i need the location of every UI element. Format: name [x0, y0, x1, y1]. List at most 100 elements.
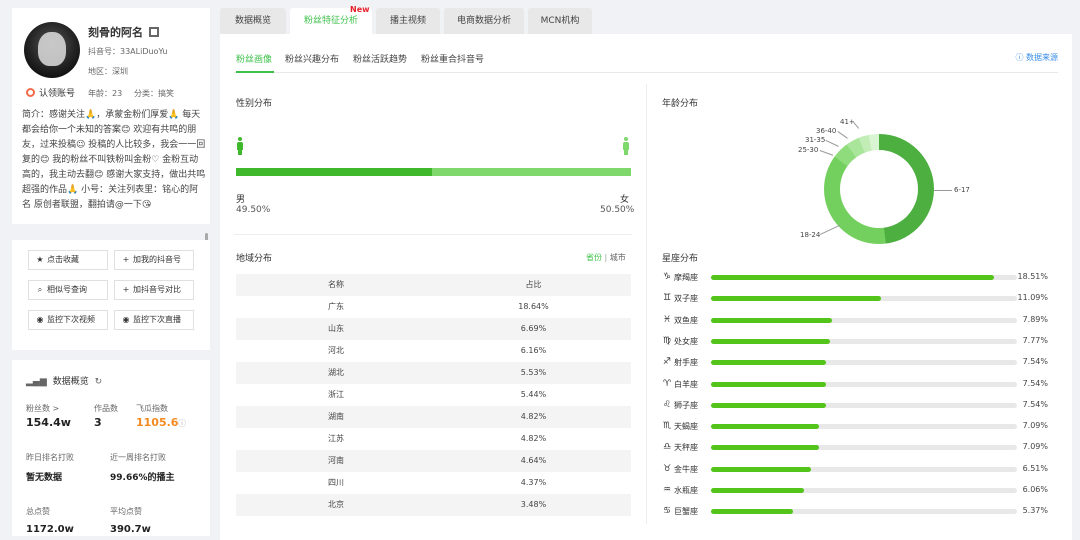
- zodiac-bar: [711, 275, 995, 280]
- list-item: ♉ 金牛座 6.51%: [662, 460, 1072, 481]
- tab-overview[interactable]: 数据概览: [220, 8, 286, 34]
- list-item: ♍ 处女座 7.77%: [662, 332, 1072, 353]
- region-name: 广东: [328, 302, 344, 311]
- refresh-icon[interactable]: ↻: [94, 377, 103, 387]
- toggle-city[interactable]: 城市: [609, 253, 626, 262]
- actions-card: ★ 点击收藏 + 加我的抖音号 ⌕ 相似号查询 + 加抖音号对比 ◉ 监控下次视频 ◉ 监控…: [12, 240, 210, 350]
- zodiac-icon: ♌: [662, 399, 672, 410]
- rank-yesterday-value: 暂无数据: [26, 473, 63, 483]
- toggle-province[interactable]: 省份: [586, 253, 602, 262]
- category: 分类：搞笑: [134, 89, 174, 98]
- age-leader-line: [819, 150, 834, 156]
- zodiac-title: 星座分布: [662, 254, 699, 264]
- zodiac-value: 7.89%: [1022, 314, 1048, 324]
- zodiac-bar-track: [711, 360, 1017, 366]
- age-leader-line: [820, 224, 841, 235]
- zodiac-icon: ♈: [662, 378, 672, 389]
- region-title: 地域分布: [236, 254, 273, 264]
- fan-analysis-panel: 粉丝画像 粉丝兴趣分布 粉丝活跃趋势 粉丝重合抖音号 ⓘ 数据来源 性别分布 男…: [220, 34, 1072, 540]
- data-source-link[interactable]: ⓘ 数据来源: [1015, 53, 1058, 62]
- tab-mcn[interactable]: MCN机构: [528, 8, 592, 34]
- add-my-account-button[interactable]: + 加我的抖音号: [114, 250, 194, 270]
- zodiac-bar-track: [711, 445, 1017, 451]
- bar-chart-icon: ▂▄▆: [26, 377, 47, 387]
- avg-likes-label: 平均点赞: [110, 507, 142, 516]
- region-ratio: 18.64%: [518, 302, 549, 311]
- table-row: 湖南 4.82%: [236, 406, 631, 428]
- profile-name-row: 刻骨的阿名: [88, 24, 159, 40]
- region-table: 名称 占比 广东 18.64% 山东 6.69% 河北 6.16% 湖北 5.53% 浙江 5.44…: [236, 274, 631, 516]
- subtab-overlap[interactable]: 粉丝重合抖音号: [421, 55, 485, 65]
- age-label-41plus: 41+: [840, 118, 855, 126]
- region-ratio: 3.48%: [520, 500, 547, 509]
- male-value: 49.50%: [236, 205, 271, 215]
- monitor-live-button[interactable]: ◉ 监控下次直播: [114, 310, 194, 330]
- zodiac-value: 11.09%: [1017, 293, 1048, 303]
- zodiac-bar: [711, 424, 820, 430]
- zodiac-icon: ♋: [662, 506, 672, 517]
- region-name: 山东: [328, 324, 344, 333]
- list-item: ♐ 射手座 7.54%: [662, 353, 1072, 374]
- plus-icon: +: [122, 285, 130, 294]
- zodiac-bar-track: [711, 338, 1017, 344]
- rank-week-value: 99.66%的播主: [110, 473, 175, 483]
- monitor-video-button[interactable]: ◉ 监控下次视频: [28, 310, 108, 330]
- stats-card: ▂▄▆ 数据概览 ↻ 粉丝数 > 154.4w 作品数 3 飞瓜指数 1105.6…: [12, 350, 210, 536]
- zodiac-name: 水瓶座: [674, 486, 698, 495]
- similar-search-button[interactable]: ⌕ 相似号查询: [28, 280, 108, 300]
- zodiac-bar-track: [711, 296, 1017, 302]
- age-leader-line: [934, 190, 952, 191]
- female-value: 50.50%: [600, 205, 635, 215]
- qr-code-icon[interactable]: [149, 27, 159, 37]
- works-label: 作品数: [94, 404, 118, 413]
- zodiac-icon: ♎: [662, 442, 672, 453]
- age-leader-line: [825, 140, 839, 147]
- region-name: 河北: [328, 346, 344, 355]
- stats-header: ▂▄▆ 数据概览 ↻: [26, 377, 103, 387]
- gender-bar-male: [236, 168, 432, 176]
- zodiac-bar-track: [711, 509, 1017, 515]
- table-row: 北京 3.48%: [236, 494, 631, 516]
- age-title: 年龄分布: [662, 99, 699, 109]
- fans-label[interactable]: 粉丝数 >: [26, 404, 60, 413]
- favorite-button[interactable]: ★ 点击收藏: [28, 250, 108, 270]
- subtab-activity[interactable]: 粉丝活跃趋势: [353, 55, 408, 65]
- list-item: ♋ 巨蟹座 5.37%: [662, 502, 1072, 523]
- zodiac-value: 5.37%: [1022, 506, 1048, 516]
- help-icon[interactable]: ⓘ: [178, 419, 186, 428]
- verify-label: 认领账号: [39, 89, 76, 99]
- table-row: 山东 6.69%: [236, 318, 631, 340]
- tab-bar: 数据概览 粉丝特征分析 New 播主视频 电商数据分析 MCN机构: [220, 5, 1072, 34]
- list-item: ♒ 水瓶座 6.06%: [662, 481, 1072, 502]
- list-item: ♌ 狮子座 7.54%: [662, 396, 1072, 417]
- table-row: 四川 4.37%: [236, 472, 631, 494]
- zodiac-bar-track: [711, 402, 1017, 408]
- table-row: 河南 4.64%: [236, 450, 631, 472]
- tab-ecommerce[interactable]: 电商数据分析: [444, 8, 524, 34]
- region-ratio: 4.64%: [520, 456, 547, 465]
- subtab-portrait[interactable]: 粉丝画像: [236, 55, 273, 65]
- male-icon: [236, 137, 244, 155]
- zodiac-value: 7.54%: [1022, 399, 1048, 409]
- zodiac-bar: [711, 466, 811, 472]
- zodiac-name: 天蝎座: [674, 422, 698, 432]
- tab-fan-analysis[interactable]: 粉丝特征分析: [290, 8, 372, 34]
- zodiac-icon: ♊: [662, 293, 672, 304]
- zodiac-name: 白羊座: [674, 379, 698, 389]
- zodiac-name: 天秤座: [674, 443, 698, 453]
- zodiac-icon: ♐: [662, 357, 672, 368]
- profile-intro: 简介：感谢关注🙏，承蒙金粉们厚爱🙏 每天都会给你一个未知的答案😊 欢迎有共鸣的朋…: [22, 110, 206, 210]
- add-compare-button[interactable]: + 加抖音号对比: [114, 280, 194, 300]
- horizontal-divider: [234, 234, 632, 235]
- region-ratio: 6.16%: [520, 346, 547, 355]
- zodiac-value: 7.54%: [1022, 378, 1048, 388]
- region-name: 江苏: [328, 434, 344, 443]
- verify-link[interactable]: 认领账号: [26, 86, 75, 99]
- rank-yesterday-label: 昨日排名打败: [26, 453, 74, 462]
- subtab-active-underline: [236, 71, 274, 73]
- tab-videos[interactable]: 播主视频: [376, 8, 440, 34]
- col-ratio-header: 占比: [525, 280, 542, 289]
- zodiac-name: 金牛座: [674, 464, 698, 474]
- region-ratio: 6.69%: [520, 324, 547, 333]
- subtab-interest[interactable]: 粉丝兴趣分布: [285, 55, 340, 65]
